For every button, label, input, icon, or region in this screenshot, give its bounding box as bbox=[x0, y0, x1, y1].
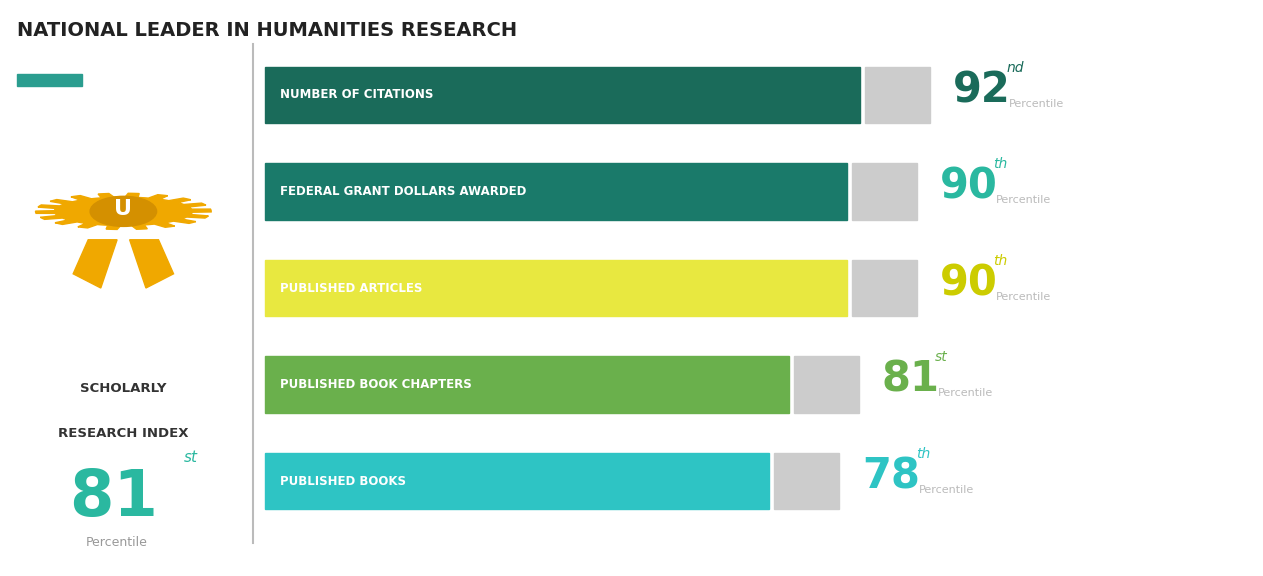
Text: Percentile: Percentile bbox=[918, 484, 974, 495]
Bar bbox=[793, 356, 859, 413]
Text: 90: 90 bbox=[940, 263, 998, 305]
Polygon shape bbox=[130, 240, 173, 288]
Text: Percentile: Percentile bbox=[86, 536, 148, 549]
Bar bbox=[851, 163, 917, 220]
Bar bbox=[265, 163, 846, 220]
Text: RESEARCH INDEX: RESEARCH INDEX bbox=[58, 427, 188, 440]
Text: 81: 81 bbox=[882, 359, 940, 401]
Polygon shape bbox=[35, 194, 211, 229]
Bar bbox=[265, 356, 788, 413]
Text: U: U bbox=[115, 199, 133, 218]
Bar bbox=[851, 260, 917, 316]
Text: th: th bbox=[994, 254, 1008, 268]
Text: nd: nd bbox=[1007, 60, 1024, 75]
Text: NUMBER OF CITATIONS: NUMBER OF CITATIONS bbox=[280, 89, 433, 101]
Ellipse shape bbox=[90, 196, 157, 226]
Text: st: st bbox=[936, 350, 949, 364]
Text: FEDERAL GRANT DOLLARS AWARDED: FEDERAL GRANT DOLLARS AWARDED bbox=[280, 185, 527, 198]
Polygon shape bbox=[73, 240, 117, 288]
Text: NATIONAL LEADER IN HUMANITIES RESEARCH: NATIONAL LEADER IN HUMANITIES RESEARCH bbox=[16, 21, 517, 40]
Bar bbox=[16, 74, 82, 86]
Text: PUBLISHED BOOK CHAPTERS: PUBLISHED BOOK CHAPTERS bbox=[280, 378, 472, 391]
Text: 78: 78 bbox=[861, 456, 919, 498]
Text: 92: 92 bbox=[952, 70, 1010, 111]
Text: th: th bbox=[994, 157, 1008, 171]
Text: PUBLISHED ARTICLES: PUBLISHED ARTICLES bbox=[280, 282, 423, 294]
Text: th: th bbox=[916, 447, 930, 461]
Text: Percentile: Percentile bbox=[997, 195, 1051, 205]
Bar bbox=[265, 453, 769, 509]
Text: SCHOLARLY: SCHOLARLY bbox=[80, 382, 167, 395]
Bar bbox=[265, 67, 860, 123]
Bar bbox=[265, 260, 846, 316]
Bar bbox=[774, 453, 840, 509]
Text: Percentile: Percentile bbox=[1009, 98, 1065, 108]
Text: Percentile: Percentile bbox=[997, 291, 1051, 301]
Text: Percentile: Percentile bbox=[938, 388, 993, 398]
Text: PUBLISHED BOOKS: PUBLISHED BOOKS bbox=[280, 475, 407, 487]
Bar bbox=[865, 67, 930, 123]
Text: 81: 81 bbox=[69, 467, 158, 529]
Text: st: st bbox=[183, 450, 197, 465]
Text: 90: 90 bbox=[940, 166, 998, 208]
